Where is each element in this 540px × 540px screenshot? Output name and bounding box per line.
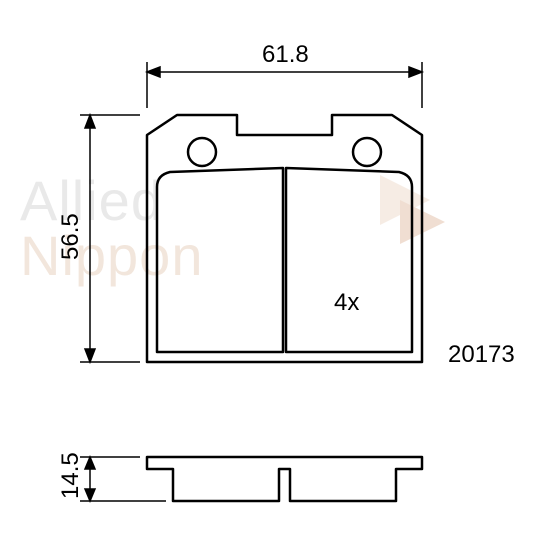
technical-drawing: Allied Nippon 4x 20173 61.8 [0,0,540,540]
dim-thickness [80,457,166,501]
watermark-line2: Nippon [20,224,203,287]
mount-hole-left [188,138,216,166]
dim-width [147,62,422,108]
dim-thickness-label: 14.5 [57,452,84,499]
side-outline [147,457,422,501]
watermark-line1: Allied [20,169,163,232]
part-number: 20173 [448,341,515,368]
quantity-label: 4x [334,289,359,316]
mount-hole-right [353,138,381,166]
dim-height-label: 56.5 [57,213,84,260]
side-view [147,457,422,501]
dim-width-label: 61.8 [262,41,309,68]
